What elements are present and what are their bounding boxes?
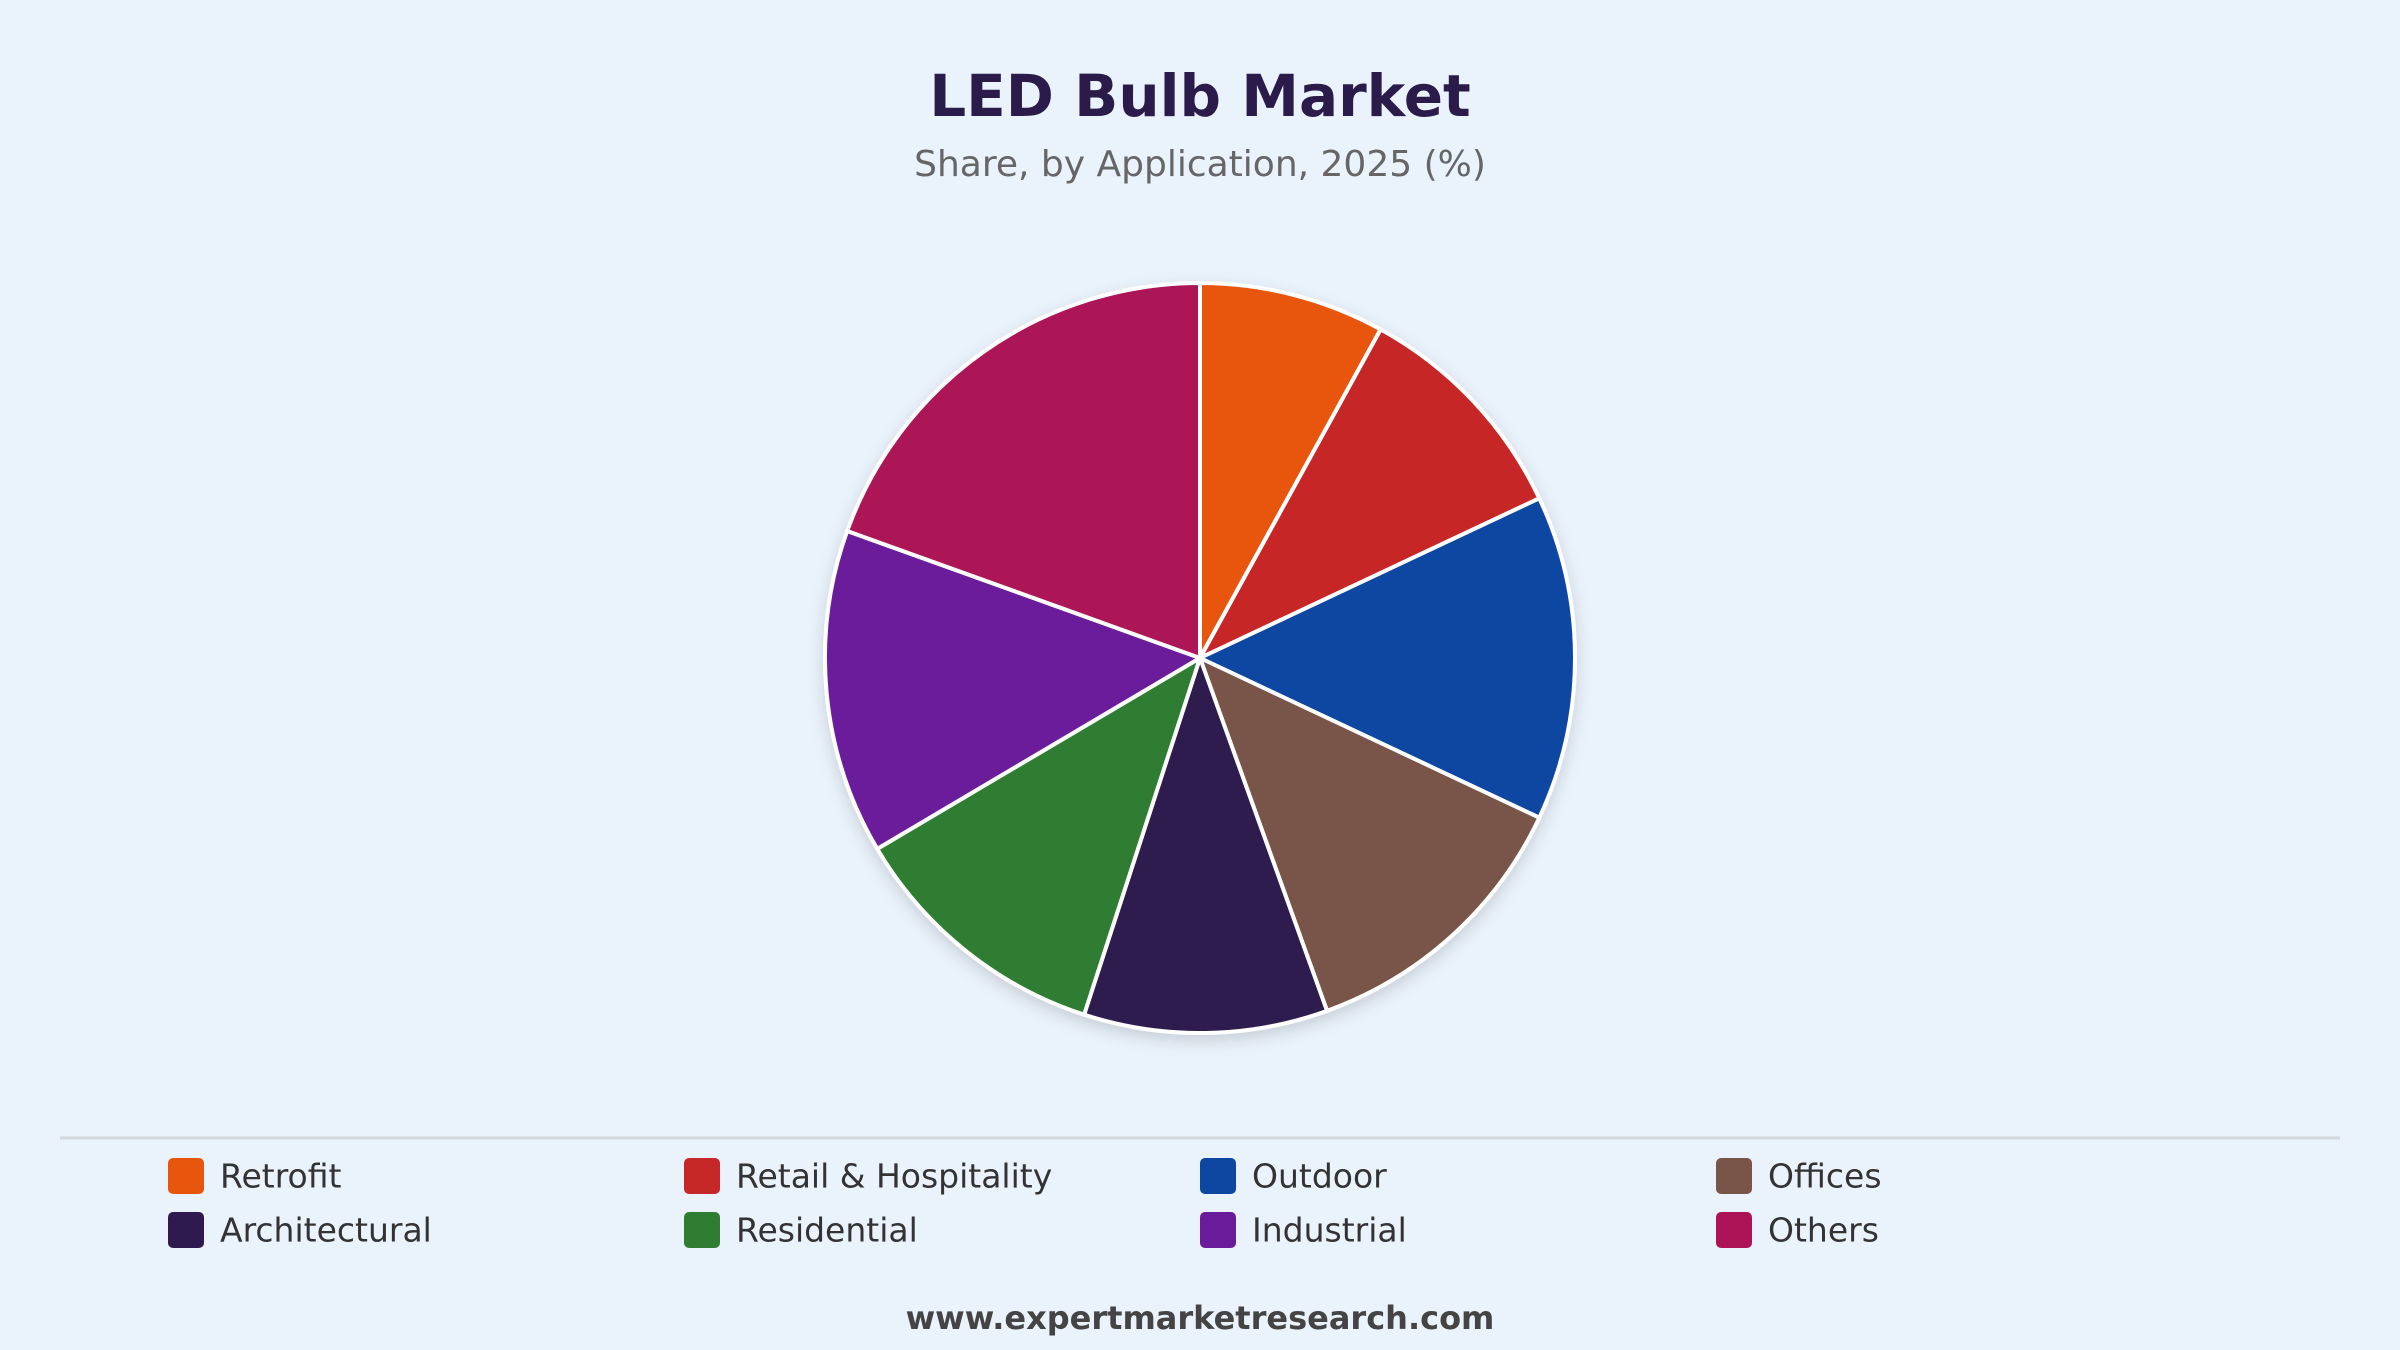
source: www.expertmarketresearch.com (906, 1299, 1495, 1337)
pie-slice (1198, 656, 1542, 1013)
pie-slice (875, 656, 1202, 1017)
legend-label: Others (1768, 1211, 1879, 1250)
pie-slice (845, 281, 1202, 660)
legend-label: Architectural (220, 1211, 432, 1250)
legend-swatch (168, 1212, 204, 1248)
pie-slice (1198, 327, 1542, 660)
pie-slice (1198, 496, 1577, 820)
pie-slice (1082, 656, 1330, 1035)
legend: Retrofit Retail & Hospitality Outdoor Offic… (168, 1157, 1882, 1250)
legend-swatch (1200, 1212, 1236, 1248)
legend-label: Retail & Hospitality (736, 1157, 1052, 1196)
pie-slice (823, 528, 1202, 851)
legend-swatch (1200, 1158, 1236, 1194)
pie-slice (1198, 281, 1383, 660)
legend-swatch (684, 1212, 720, 1248)
pie (823, 281, 1577, 1035)
chart-title: LED Bulb Market (929, 62, 1471, 130)
legend-swatch (168, 1158, 204, 1194)
legend-swatch (1716, 1158, 1752, 1194)
legend-label: Retrofit (220, 1157, 342, 1196)
chart-subtitle: Share, by Application, 2025 (%) (914, 144, 1486, 185)
legend-label: Residential (736, 1211, 918, 1250)
legend-swatch (1716, 1212, 1752, 1248)
legend-swatch (684, 1158, 720, 1194)
legend-label: Offices (1768, 1157, 1882, 1196)
legend-label: Industrial (1252, 1211, 1407, 1250)
legend-label: Outdoor (1252, 1157, 1387, 1196)
